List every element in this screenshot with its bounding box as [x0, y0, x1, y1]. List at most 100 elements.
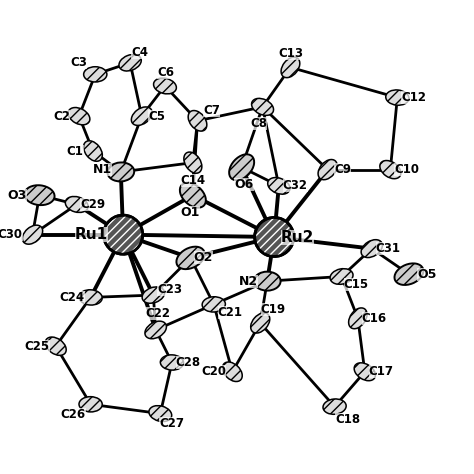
Text: C3: C3: [71, 56, 87, 69]
Ellipse shape: [251, 313, 270, 333]
Text: O6: O6: [234, 178, 254, 191]
Text: C25: C25: [25, 340, 50, 353]
Ellipse shape: [131, 107, 152, 126]
Ellipse shape: [22, 225, 43, 244]
Ellipse shape: [361, 240, 383, 257]
Ellipse shape: [145, 321, 166, 339]
Ellipse shape: [394, 264, 423, 285]
Text: C13: C13: [279, 47, 304, 60]
Text: C1: C1: [67, 145, 84, 157]
Ellipse shape: [380, 161, 401, 179]
Ellipse shape: [254, 272, 281, 291]
Ellipse shape: [318, 160, 337, 180]
Ellipse shape: [348, 308, 367, 329]
Text: C31: C31: [375, 242, 401, 255]
Ellipse shape: [252, 99, 273, 115]
Ellipse shape: [176, 246, 205, 269]
Text: C26: C26: [60, 408, 85, 421]
Ellipse shape: [281, 57, 300, 78]
Ellipse shape: [145, 321, 166, 339]
Ellipse shape: [386, 90, 409, 105]
Ellipse shape: [83, 67, 107, 82]
Ellipse shape: [108, 163, 134, 182]
Ellipse shape: [354, 363, 375, 381]
Ellipse shape: [318, 160, 337, 180]
Text: O1: O1: [181, 206, 200, 219]
Text: C17: C17: [369, 365, 393, 378]
Ellipse shape: [46, 337, 66, 356]
Ellipse shape: [79, 397, 102, 412]
Ellipse shape: [281, 57, 300, 78]
Ellipse shape: [46, 337, 66, 356]
Ellipse shape: [361, 240, 383, 257]
Ellipse shape: [323, 399, 346, 414]
Text: C28: C28: [176, 356, 201, 369]
Text: C24: C24: [59, 291, 84, 304]
Ellipse shape: [386, 90, 409, 105]
Text: C16: C16: [362, 312, 387, 325]
Text: O2: O2: [194, 251, 213, 264]
Text: C9: C9: [334, 163, 351, 176]
Ellipse shape: [83, 141, 102, 161]
Ellipse shape: [131, 107, 152, 126]
Ellipse shape: [268, 178, 290, 194]
Ellipse shape: [229, 155, 254, 180]
Ellipse shape: [184, 152, 202, 173]
Text: C7: C7: [203, 104, 220, 117]
Text: C6: C6: [157, 65, 174, 79]
Ellipse shape: [65, 196, 88, 212]
Text: C22: C22: [146, 307, 171, 320]
Ellipse shape: [154, 78, 176, 94]
Text: C14: C14: [181, 174, 206, 187]
Text: C30: C30: [0, 228, 23, 241]
Ellipse shape: [68, 108, 90, 125]
Ellipse shape: [380, 161, 401, 179]
Ellipse shape: [25, 185, 55, 205]
Ellipse shape: [119, 55, 141, 71]
Text: N2: N2: [239, 274, 258, 288]
Text: C20: C20: [201, 365, 226, 378]
Ellipse shape: [142, 287, 164, 303]
Ellipse shape: [323, 399, 346, 414]
Text: C27: C27: [159, 417, 184, 430]
Text: C23: C23: [157, 283, 182, 296]
Ellipse shape: [154, 78, 176, 94]
Ellipse shape: [255, 218, 294, 256]
Ellipse shape: [229, 155, 254, 180]
Ellipse shape: [394, 264, 423, 285]
Text: Ru1: Ru1: [75, 227, 108, 242]
Ellipse shape: [160, 355, 183, 370]
Ellipse shape: [254, 272, 281, 291]
Ellipse shape: [180, 182, 206, 208]
Ellipse shape: [119, 55, 141, 71]
Text: O3: O3: [8, 189, 27, 201]
Ellipse shape: [149, 406, 172, 421]
Ellipse shape: [68, 108, 90, 125]
Ellipse shape: [268, 178, 290, 194]
Ellipse shape: [180, 182, 206, 208]
Ellipse shape: [25, 185, 55, 205]
Ellipse shape: [65, 196, 88, 212]
Ellipse shape: [142, 287, 164, 303]
Ellipse shape: [222, 362, 242, 382]
Ellipse shape: [354, 363, 375, 381]
Ellipse shape: [222, 362, 242, 382]
Text: C8: C8: [250, 117, 267, 130]
Text: O5: O5: [417, 268, 436, 281]
Ellipse shape: [149, 406, 172, 421]
Text: C19: C19: [261, 303, 286, 317]
Ellipse shape: [251, 313, 270, 333]
Ellipse shape: [104, 215, 143, 254]
Ellipse shape: [202, 297, 225, 312]
Text: C4: C4: [131, 46, 148, 59]
Ellipse shape: [22, 225, 43, 244]
Text: C18: C18: [335, 413, 360, 426]
Text: C21: C21: [218, 306, 243, 319]
Text: C15: C15: [344, 278, 369, 292]
Ellipse shape: [83, 67, 107, 82]
Text: C12: C12: [401, 91, 426, 104]
Ellipse shape: [252, 99, 273, 115]
Ellipse shape: [188, 110, 207, 131]
Ellipse shape: [330, 269, 353, 284]
Text: C32: C32: [283, 179, 308, 192]
